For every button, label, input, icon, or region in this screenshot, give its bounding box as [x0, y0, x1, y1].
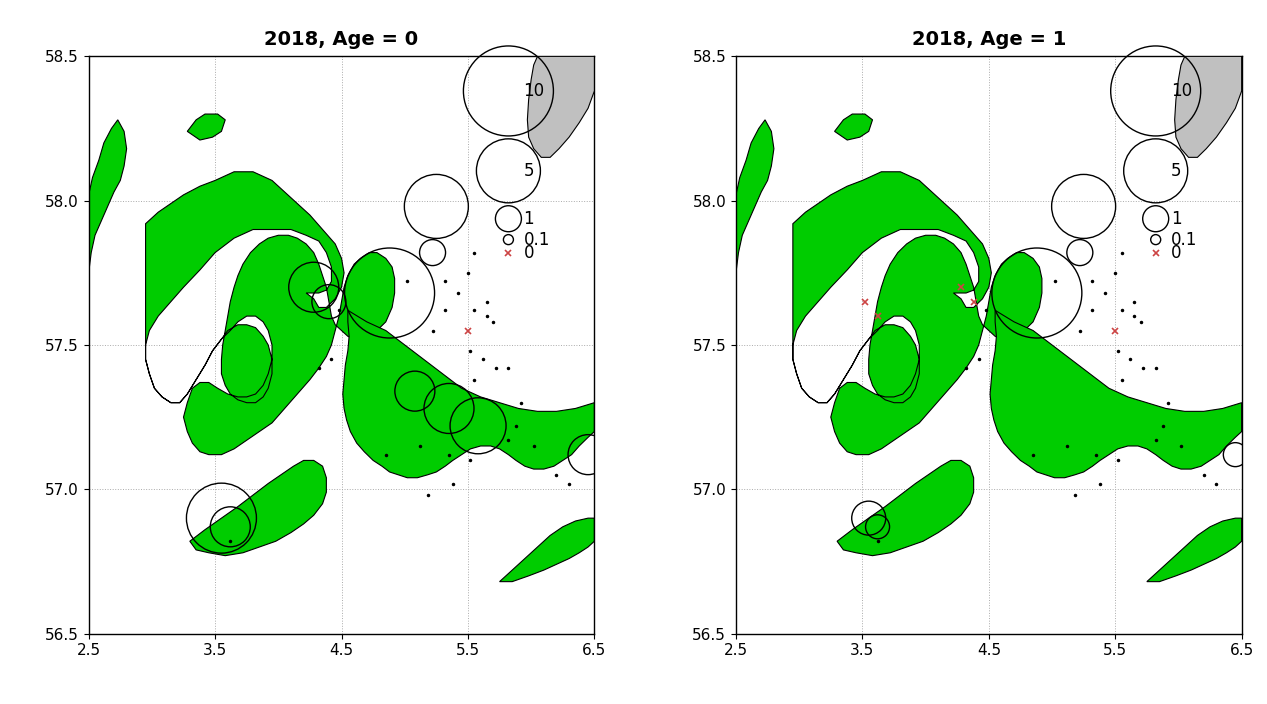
Polygon shape	[835, 114, 873, 140]
Polygon shape	[146, 172, 394, 455]
Polygon shape	[343, 310, 594, 478]
Text: 5: 5	[1171, 162, 1181, 180]
Text: 1: 1	[523, 210, 535, 227]
Polygon shape	[990, 310, 1242, 478]
Polygon shape	[1175, 56, 1242, 158]
Polygon shape	[736, 120, 774, 272]
Text: 5: 5	[523, 162, 535, 180]
Polygon shape	[89, 120, 127, 272]
Text: 10: 10	[523, 82, 545, 100]
Title: 2018, Age = 1: 2018, Age = 1	[912, 30, 1066, 49]
Text: 0: 0	[1171, 244, 1181, 263]
Title: 2018, Age = 0: 2018, Age = 0	[265, 30, 418, 49]
Polygon shape	[188, 114, 226, 140]
Text: 0.1: 0.1	[523, 231, 550, 249]
Polygon shape	[190, 460, 327, 555]
Text: 1: 1	[1171, 210, 1182, 227]
Text: 0: 0	[523, 244, 535, 263]
Text: 0.1: 0.1	[1171, 231, 1197, 249]
Polygon shape	[499, 518, 594, 582]
Polygon shape	[793, 172, 1041, 455]
Polygon shape	[527, 56, 594, 158]
Text: 10: 10	[1171, 82, 1192, 100]
Polygon shape	[1147, 518, 1242, 582]
Polygon shape	[837, 460, 973, 555]
